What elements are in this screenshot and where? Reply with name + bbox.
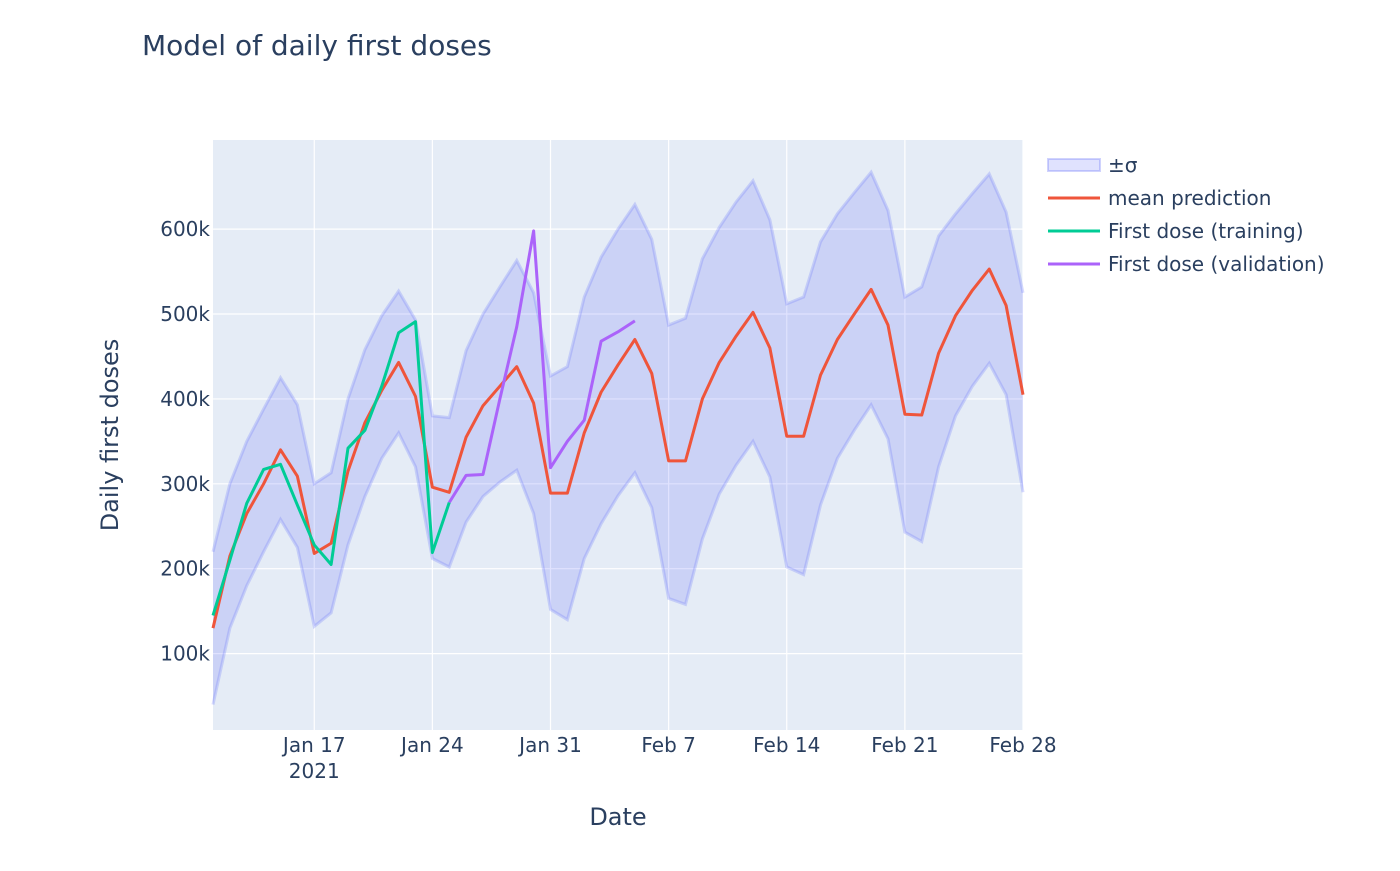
chart-title: Model of daily first doses: [142, 29, 492, 62]
y-tick-label: 600k: [160, 217, 210, 241]
y-axis-ticks: 100k 200k 300k 400k 500k 600k: [160, 217, 210, 665]
x-tick-label: Feb 14: [753, 733, 820, 757]
legend-label: First dose (validation): [1108, 252, 1325, 276]
sigma-band-lower: [211, 360, 1025, 705]
legend-label: ±σ: [1108, 153, 1138, 177]
sigma-band: [211, 169, 1025, 705]
y-tick-label: 200k: [160, 557, 210, 581]
series-line-first-dose-training: [211, 320, 451, 616]
x-tick-label: Jan 24: [399, 733, 464, 757]
legend-label: First dose (training): [1108, 219, 1304, 243]
y-tick-label: 300k: [160, 472, 210, 496]
sigma-band-upper: [211, 169, 1025, 553]
y-tick-label: 100k: [160, 642, 210, 666]
x-tick-label: Jan 31: [517, 733, 582, 757]
y-tick-label: 400k: [160, 387, 210, 411]
legend-label: mean prediction: [1108, 186, 1271, 210]
y-axis-title: Daily first doses: [96, 339, 124, 532]
x-tick-label: Feb 7: [641, 733, 696, 757]
y-tick-label: 500k: [160, 302, 210, 326]
x-tick-label: Feb 28: [989, 733, 1056, 757]
x-tick-label: Feb 21: [871, 733, 938, 757]
series-lines: [211, 229, 1025, 629]
x-tick-sublabel: 2021: [289, 759, 340, 783]
series-line-first-dose-validation: [447, 229, 636, 504]
x-tick-label: Jan 17: [281, 733, 346, 757]
legend: ±σ mean prediction First dose (training) Fi…: [1047, 153, 1325, 276]
x-axis-title: Date: [589, 803, 646, 831]
plot-area: [213, 140, 1023, 730]
legend-swatch-band: [1047, 158, 1101, 172]
sigma-band-fill: [213, 172, 1023, 705]
series-line-mean-prediction: [211, 267, 1025, 629]
